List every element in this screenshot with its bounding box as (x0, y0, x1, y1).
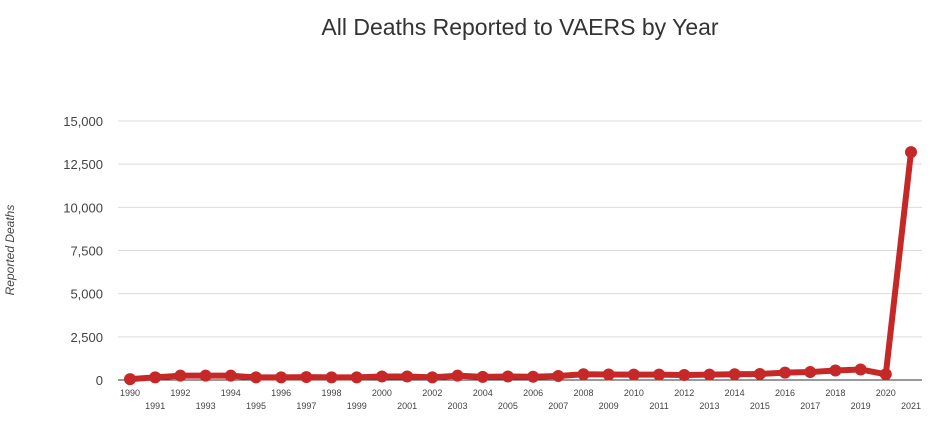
data-point (829, 364, 842, 377)
x-tick-label: 2016 (775, 388, 795, 398)
y-tick-label: 0 (96, 373, 103, 388)
y-tick-label: 15,000 (63, 114, 103, 129)
x-tick-label: 2006 (523, 388, 543, 398)
x-tick-label: 2005 (498, 401, 518, 411)
data-point (602, 368, 615, 381)
data-point (199, 369, 212, 382)
x-tick-label: 2002 (422, 388, 442, 398)
data-point (300, 371, 313, 384)
x-tick-label: 1991 (145, 401, 165, 411)
data-point (224, 369, 237, 382)
data-point (552, 370, 565, 383)
data-point (451, 369, 464, 382)
x-tick-label: 1990 (120, 388, 140, 398)
data-point (476, 370, 489, 383)
data-point (527, 370, 540, 383)
x-tick-label: 1997 (296, 401, 316, 411)
data-point (627, 368, 640, 381)
x-tick-label: 2020 (876, 388, 896, 398)
data-point (728, 368, 741, 381)
data-point (249, 371, 262, 384)
data-point (426, 371, 439, 384)
data-point (375, 370, 388, 383)
x-tick-label: 2009 (599, 401, 619, 411)
y-tick-label: 10,000 (63, 200, 103, 215)
x-tick-label: 2004 (473, 388, 493, 398)
data-point (653, 368, 666, 381)
y-tick-label: 2,500 (70, 330, 103, 345)
x-tick-label: 1998 (322, 388, 342, 398)
x-tick-label: 1999 (347, 401, 367, 411)
data-point (804, 366, 817, 379)
data-point (779, 366, 792, 379)
x-tick-label: 2003 (448, 401, 468, 411)
x-tick-label: 2014 (725, 388, 745, 398)
data-point (678, 368, 691, 381)
y-tick-label: 12,500 (63, 157, 103, 172)
y-tick-label: 7,500 (70, 244, 103, 259)
data-point (401, 370, 414, 383)
x-tick-label: 2000 (372, 388, 392, 398)
y-tick-label: 5,000 (70, 287, 103, 302)
x-tick-label: 2012 (674, 388, 694, 398)
x-tick-label: 1992 (170, 388, 190, 398)
data-point (124, 373, 136, 386)
y-axis-label: Reported Deaths (3, 205, 17, 296)
series-line (129, 151, 914, 383)
x-tick-label: 2010 (624, 388, 644, 398)
x-tick-label: 2018 (825, 388, 845, 398)
x-tick-label: 2001 (397, 401, 417, 411)
data-point (703, 368, 716, 381)
chart-title: All Deaths Reported to VAERS by Year (321, 14, 719, 40)
x-tick-label: 2008 (573, 388, 593, 398)
x-tick-label: 2017 (800, 401, 820, 411)
data-point (577, 368, 590, 381)
data-point (174, 369, 187, 382)
data-point (753, 367, 766, 380)
data-point (501, 370, 514, 383)
x-tick-label: 1993 (196, 401, 216, 411)
x-tick-label: 2019 (851, 401, 871, 411)
x-tick-label: 2013 (699, 401, 719, 411)
data-point (854, 363, 867, 376)
x-tick-label: 1994 (221, 388, 241, 398)
data-point (325, 371, 338, 384)
data-point (275, 371, 288, 384)
data-point (905, 146, 917, 159)
x-tick-label: 2021 (901, 401, 921, 411)
data-point (149, 371, 162, 384)
data-point (350, 371, 363, 384)
x-tick-label: 2007 (548, 401, 568, 411)
data-point (879, 368, 892, 381)
x-tick-label: 2011 (649, 401, 668, 411)
x-tick-label: 2015 (750, 401, 770, 411)
x-tick-label: 1995 (246, 401, 266, 411)
x-tick-label: 1996 (271, 388, 291, 398)
